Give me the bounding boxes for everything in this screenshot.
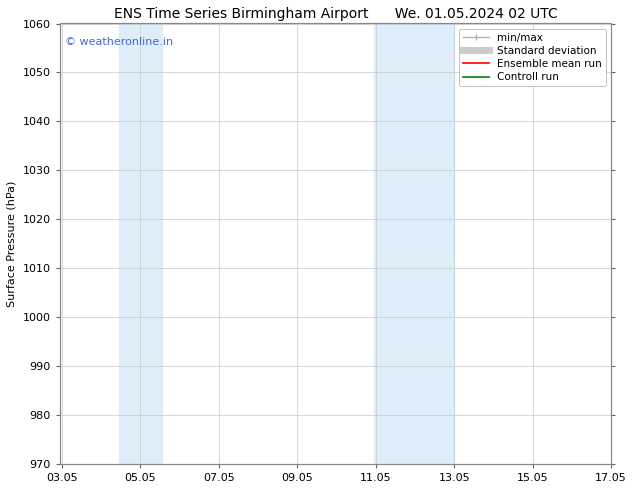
- Bar: [119, 24, 162, 464]
- Legend: min/max, Standard deviation, Ensemble mean run, Controll run: min/max, Standard deviation, Ensemble me…: [458, 29, 606, 86]
- Y-axis label: Surface Pressure (hPa): Surface Pressure (hPa): [7, 181, 17, 307]
- Text: © weatheronline.in: © weatheronline.in: [65, 37, 173, 47]
- Title: ENS Time Series Birmingham Airport      We. 01.05.2024 02 UTC: ENS Time Series Birmingham Airport We. 0…: [113, 7, 557, 21]
- Bar: [373, 24, 454, 464]
